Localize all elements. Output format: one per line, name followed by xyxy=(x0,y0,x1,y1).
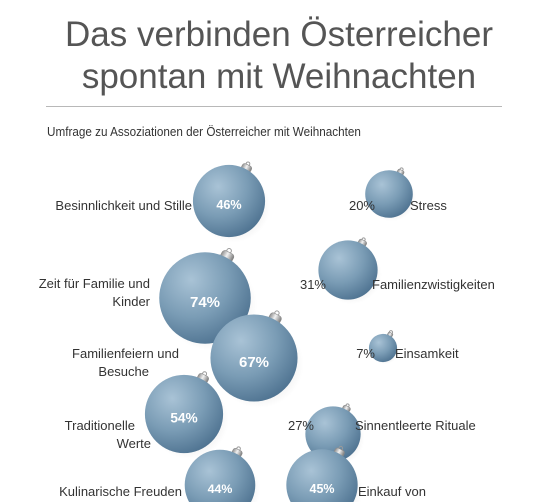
bauble-ball xyxy=(365,170,413,218)
value-label: 20% xyxy=(349,198,375,213)
chart-subtitle: Umfrage zu Assoziationen der Österreiche… xyxy=(47,124,361,139)
category-label: Traditionelle xyxy=(65,418,135,433)
bauble-ball xyxy=(368,333,398,363)
title-divider xyxy=(46,106,502,107)
category-label: Einsamkeit xyxy=(395,346,459,361)
category-label: Besuche xyxy=(98,364,149,379)
category-label: Familienzwistigkeiten xyxy=(372,277,495,292)
category-label: Kulinarische Freuden xyxy=(59,484,182,499)
bauble-9: 44% Kulinarische Freuden xyxy=(59,446,261,502)
value-label: 46% xyxy=(216,198,241,212)
chart-title-line-1: Das verbinden Österreicher xyxy=(65,15,493,54)
bauble-7: 54% Traditionelle Werte xyxy=(65,371,229,459)
value-label: 54% xyxy=(170,410,197,425)
category-label: Kinder xyxy=(112,294,150,309)
chart-title-line-2: spontan mit Weihnachten xyxy=(81,57,477,96)
bauble-ball xyxy=(318,240,378,300)
bauble-10: 45% Einkauf von xyxy=(286,445,426,502)
value-label: 74% xyxy=(190,294,220,311)
value-label: 45% xyxy=(310,482,335,496)
value-label: 67% xyxy=(239,354,269,371)
bauble-2: 20% Stress xyxy=(349,167,447,222)
category-label: Einkauf von xyxy=(358,484,426,499)
bauble-5: 67% Familienfeiern und Besuche xyxy=(72,310,304,409)
bauble-6: 7% Einsamkeit xyxy=(356,330,459,365)
category-label: Stress xyxy=(410,198,447,213)
value-label: 44% xyxy=(208,482,233,496)
chart-title: Das verbinden Österreicher spontan mit W… xyxy=(0,14,558,98)
bauble-4: 31% Familienzwistigkeiten xyxy=(300,237,495,305)
bauble-ball xyxy=(159,252,251,344)
bauble-ball xyxy=(192,164,266,238)
bauble-ball xyxy=(184,449,256,502)
category-label: Sinnentleerte Rituale xyxy=(355,418,476,433)
category-label: Familienfeiern und xyxy=(72,346,179,361)
bauble-ball xyxy=(286,449,358,502)
value-label: 31% xyxy=(300,277,326,292)
bauble-ball xyxy=(210,314,298,402)
category-label: Zeit für Familie und xyxy=(39,276,150,291)
bauble-ball xyxy=(144,374,224,454)
category-label: Werte xyxy=(117,436,151,451)
category-label: Besinnlichkeit und Stille xyxy=(55,198,192,213)
value-label: 7% xyxy=(356,346,375,361)
value-label: 27% xyxy=(288,418,314,433)
bauble-ball xyxy=(305,406,361,462)
bauble-1: 46% Besinnlichkeit und Stille xyxy=(55,161,271,243)
